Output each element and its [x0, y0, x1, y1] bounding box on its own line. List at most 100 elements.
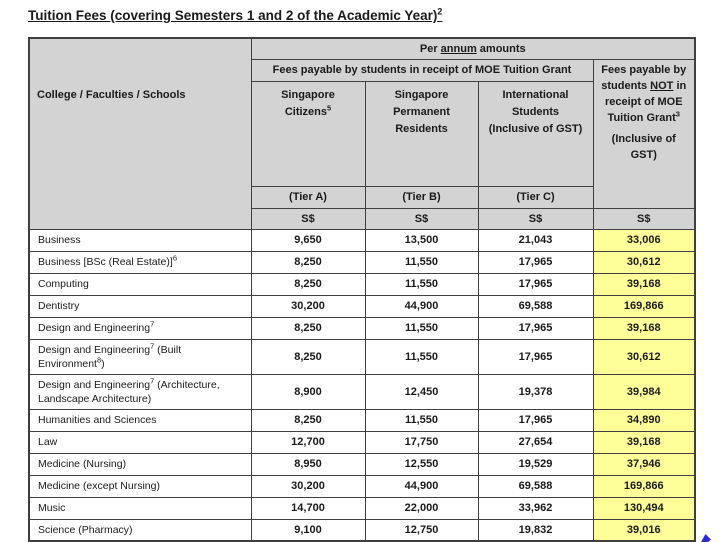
row-label: Music: [28, 496, 252, 520]
tier-a-value: 8,950: [250, 452, 366, 476]
page-title-text: Tuition Fees (covering Semesters 1 and 2…: [28, 8, 438, 23]
tier-a-value: 8,250: [250, 250, 366, 274]
non-grant-footnote: 3: [675, 108, 680, 118]
tier-c-value: 19,832: [477, 518, 594, 542]
table-row: Design and Engineering7 8,250 11,550 17,…: [28, 316, 696, 340]
table-row: Business 9,650 13,500 21,043 33,006: [28, 228, 696, 252]
citizens-line1: Singapore: [281, 88, 335, 101]
non-grant-value: 30,612: [592, 338, 696, 375]
table-row: Dentistry 30,200 44,900 69,588 169,866: [28, 294, 696, 318]
row-label: Business: [28, 228, 252, 252]
tier-c-value: 19,529: [477, 452, 594, 476]
tier-b-value: 12,750: [364, 518, 479, 542]
pr-line3: Residents: [395, 122, 448, 135]
non-grant-value: 39,016: [592, 518, 696, 542]
intl-line2: Students: [511, 105, 560, 118]
corner-header-college-faculties-schools: College / Faculties / Schools: [28, 37, 252, 230]
tier-a-value: 8,250: [250, 408, 366, 432]
tier-c-value: 69,588: [477, 294, 594, 318]
tier-a-value: 9,650: [250, 228, 366, 252]
row-label: Computing: [28, 272, 252, 296]
non-grant-value: 39,168: [592, 272, 696, 296]
table-row: Medicine (Nursing) 8,950 12,550 19,529 3…: [28, 452, 696, 476]
tier-c-value: 17,965: [477, 316, 594, 340]
pr-line2: Permanent: [393, 105, 450, 118]
intl-line1: International: [502, 88, 569, 101]
table-row: Computing 8,250 11,550 17,965 39,168: [28, 272, 696, 296]
currency-header-tier-c: S$: [477, 207, 594, 230]
grant-group-header: Fees payable by students in receipt of M…: [250, 58, 594, 82]
row-label: Business [BSc (Real Estate)]6: [28, 250, 252, 274]
corner-header-label: College / Faculties / Schools: [37, 89, 186, 101]
currency-header-tier-a: S$: [250, 207, 366, 230]
tier-c-value: 33,962: [477, 496, 594, 520]
tier-c-value: 27,654: [477, 430, 594, 454]
tier-b-value: 13,500: [364, 228, 479, 252]
table-row: Medicine (except Nursing) 30,200 44,900 …: [28, 474, 696, 498]
currency-header-non-grant: S$: [592, 207, 696, 230]
currency-header-tier-b: S$: [364, 207, 479, 230]
page-title-footnote: 2: [437, 6, 443, 17]
table-row: Business [BSc (Real Estate)]6 8,250 11,5…: [28, 250, 696, 274]
row-label: Humanities and Sciences: [28, 408, 252, 432]
intl-gst-note: (Inclusive of GST): [488, 122, 583, 135]
tier-b-value: 12,550: [364, 452, 479, 476]
tier-a-value: 12,700: [250, 430, 366, 454]
row-label: Law: [28, 430, 252, 454]
tuition-fees-table: College / Faculties / Schools Per annum …: [28, 37, 697, 542]
tier-c-header: (Tier C): [477, 185, 594, 209]
tier-b-value: 17,750: [364, 430, 479, 454]
row-label: Medicine (except Nursing): [28, 474, 252, 498]
tier-c-value: 69,588: [477, 474, 594, 498]
tier-b-value: 11,550: [364, 316, 479, 340]
non-grant-value: 34,890: [592, 408, 696, 432]
tier-c-value: 17,965: [477, 250, 594, 274]
tier-b-header: (Tier B): [364, 185, 479, 209]
tier-a-value: 8,250: [250, 272, 366, 296]
per-annum-pre: Per: [419, 42, 441, 55]
tier-c-value: 19,378: [477, 373, 594, 410]
non-grant-value: 169,866: [592, 474, 696, 498]
tier-a-header: (Tier A): [250, 185, 366, 209]
non-grant-header-text: Fees payable by students NOT in receipt …: [598, 62, 691, 126]
citizens-line2: Citizens5: [284, 102, 332, 118]
per-annum-post: amounts: [476, 42, 526, 55]
tier-c-value: 17,965: [477, 272, 594, 296]
col-header-singapore-citizens: Singapore Citizens5: [250, 80, 366, 187]
row-label: Medicine (Nursing): [28, 452, 252, 476]
table-row: Design and Engineering7 (Built Environme…: [28, 338, 696, 375]
non-grant-value: 30,612: [592, 250, 696, 274]
table-row: Music 14,700 22,000 33,962 130,494: [28, 496, 696, 520]
non-grant-value: 39,984: [592, 373, 696, 410]
row-label: Design and Engineering7 (Built Environme…: [28, 338, 252, 375]
cut-off-blue-text-fragment: [701, 534, 711, 542]
non-grant-underlined: NOT: [650, 79, 674, 92]
tier-c-value: 17,965: [477, 408, 594, 432]
row-label: Dentistry: [28, 294, 252, 318]
tier-b-value: 11,550: [364, 272, 479, 296]
non-grant-value: 39,168: [592, 316, 696, 340]
page-title: Tuition Fees (covering Semesters 1 and 2…: [28, 6, 443, 23]
col-header-singapore-permanent-residents: Singapore Permanent Residents: [364, 80, 479, 187]
row-label: Design and Engineering7: [28, 316, 252, 340]
non-grant-value: 130,494: [592, 496, 696, 520]
tier-a-value: 14,700: [250, 496, 366, 520]
tier-b-value: 22,000: [364, 496, 479, 520]
pr-line1: Singapore: [394, 88, 449, 101]
table-row: Humanities and Sciences 8,250 11,550 17,…: [28, 408, 696, 432]
non-grant-value: 39,168: [592, 430, 696, 454]
non-grant-gst-note: (Inclusive of GST): [611, 132, 676, 161]
non-grant-value: 169,866: [592, 294, 696, 318]
tier-c-value: 17,965: [477, 338, 594, 375]
per-annum-underlined: annum: [440, 42, 477, 55]
tier-b-value: 44,900: [364, 294, 479, 318]
tier-a-value: 8,250: [250, 316, 366, 340]
table-row: Science (Pharmacy) 9,100 12,750 19,832 3…: [28, 518, 696, 542]
non-grant-value: 37,946: [592, 452, 696, 476]
row-label: Science (Pharmacy): [28, 518, 252, 542]
tier-a-value: 30,200: [250, 294, 366, 318]
col-header-international-students: International Students (Inclusive of GST…: [477, 80, 594, 187]
per-annum-header: Per annum amounts: [250, 37, 696, 60]
tier-a-value: 8,250: [250, 338, 366, 375]
non-grant-header: Fees payable by students NOT in receipt …: [592, 58, 696, 209]
